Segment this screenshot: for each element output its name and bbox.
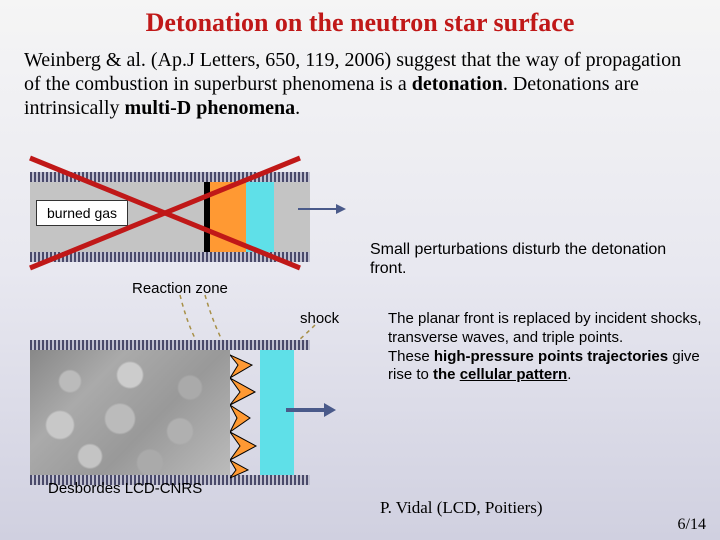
intro-bold-multid: multi-D phenomena: [125, 97, 296, 119]
cell-bold-pattern: cellular pattern: [460, 366, 568, 383]
shock-bar: [204, 182, 210, 252]
cell-line2f: .: [567, 366, 571, 383]
planar-diagram: burned gas: [30, 172, 310, 262]
reaction-zone-block: [208, 182, 246, 252]
reaction-zone-label: Reaction zone: [132, 280, 228, 297]
page-title: Detonation on the neutron star surface: [0, 0, 720, 38]
propagation-arrow-icon: [298, 208, 338, 210]
intro-paragraph: Weinberg & al. (Ap.J Letters, 650, 119, …: [0, 38, 720, 124]
hatch-top: [30, 172, 310, 182]
burned-gas-label: burned gas: [36, 200, 128, 226]
page-number: 6/14: [678, 516, 706, 534]
cellular-pattern-image: [30, 350, 230, 475]
cell-bold-hp: high-pressure points trajectories: [434, 348, 668, 365]
detonation-front-chevrons: [230, 350, 300, 480]
cell-the: the: [433, 366, 460, 383]
perturbation-text: Small perturbations disturb the detonati…: [370, 240, 700, 278]
image-credit: Desbordes LCD-CNRS: [48, 480, 202, 497]
cell-line2a: These: [388, 348, 434, 365]
hatch-bottom: [30, 252, 310, 262]
author-credit: P. Vidal (LCD, Poitiers): [380, 498, 543, 518]
intro-bold-detonation: detonation: [412, 73, 503, 95]
intro-suffix: .: [295, 97, 300, 119]
unburned-block: [246, 182, 274, 252]
shock-label: shock: [300, 310, 339, 327]
cellular-text: The planar front is replaced by incident…: [388, 310, 708, 385]
hatch-top-2: [30, 340, 310, 350]
cell-line1: The planar front is replaced by incident…: [388, 310, 702, 346]
